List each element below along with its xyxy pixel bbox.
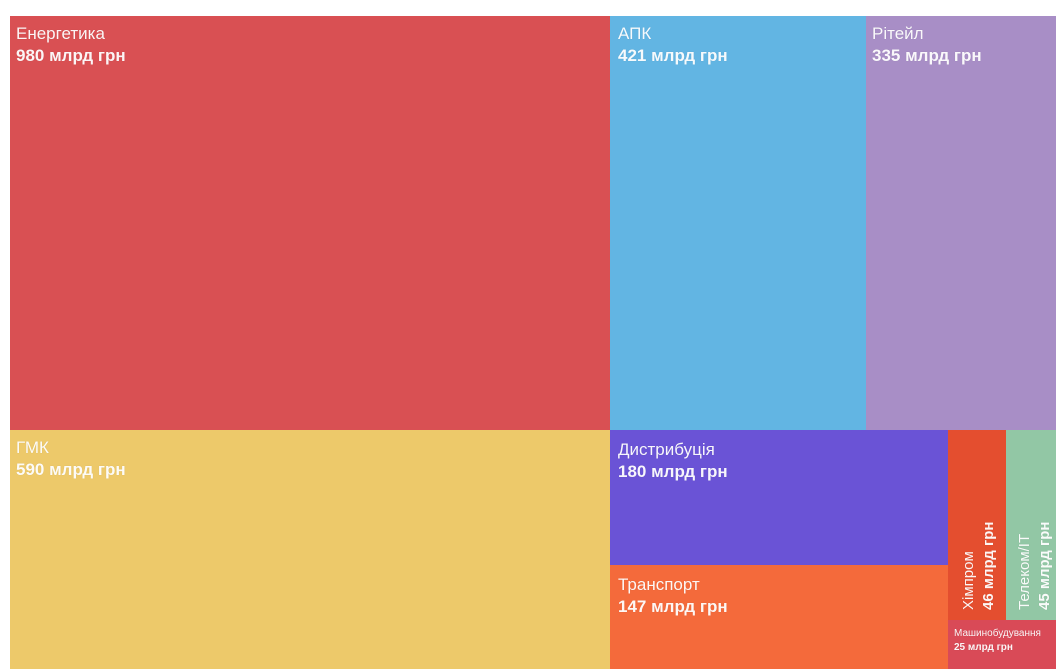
tile-value-label: 980 млрд грн [16, 46, 126, 65]
tile-value-label: 46 млрд грн [980, 521, 997, 610]
tile-value-label: 25 млрд грн [954, 642, 1013, 653]
tile-value-label: 421 млрд грн [618, 46, 728, 65]
treemap-tile: Рітейл 335 млрд грн [866, 16, 1056, 430]
tile-value-label: 45 млрд грн [1036, 521, 1053, 610]
treemap-tile: Енергетика 980 млрд грн [10, 16, 610, 430]
treemap-tile: Дистрибуція 180 млрд грн [610, 430, 948, 565]
treemap-tile: Транспорт 147 млрд грн [610, 565, 948, 669]
tile-name-label: Дистрибуція [618, 440, 715, 459]
tile-value-label: 335 млрд грн [872, 46, 982, 65]
tile-name-label: Хімпром [960, 551, 977, 610]
treemap-tile: Телеком/IT 45 млрд грн [1006, 430, 1056, 620]
tile-name-label: Телеком/IT [1016, 533, 1033, 610]
tile-name-label: ГМК [16, 438, 49, 457]
tile-name-label: Машинобудування [954, 628, 1041, 639]
treemap-tile: АПК 421 млрд грн [610, 16, 866, 430]
treemap-tile: Хімпром 46 млрд грн [948, 430, 1006, 620]
tile-name-label: Енергетика [16, 24, 105, 43]
treemap-tile: ГМК 590 млрд грн [10, 430, 610, 669]
tile-name-label: Транспорт [618, 575, 700, 594]
tile-value-label: 590 млрд грн [16, 460, 126, 479]
tile-name-label: АПК [618, 24, 652, 43]
treemap-tile: Машинобудування 25 млрд грн [948, 620, 1056, 669]
tile-value-label: 147 млрд грн [618, 597, 728, 616]
tile-name-label: Рітейл [872, 24, 924, 43]
tile-value-label: 180 млрд грн [618, 462, 728, 481]
